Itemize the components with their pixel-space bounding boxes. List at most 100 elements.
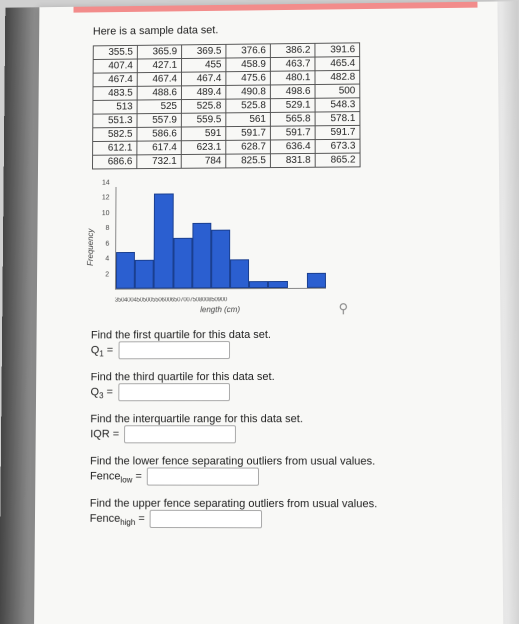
prompt-text: Here is a sample data set. xyxy=(93,21,480,37)
table-cell: 557.9 xyxy=(137,113,181,127)
question-label: Q1 = xyxy=(91,344,113,356)
table-cell: 365.9 xyxy=(137,45,181,59)
question-text: Find the upper fence separating outliers… xyxy=(90,498,484,511)
device-bezel-left xyxy=(0,7,39,624)
question-fence-low: Find the lower fence separating outliers… xyxy=(90,455,484,486)
table-cell: 582.5 xyxy=(93,127,137,141)
table-cell: 525.8 xyxy=(181,99,225,113)
histogram-bar xyxy=(135,259,154,288)
page: Here is a sample data set. 355.5365.9369… xyxy=(34,1,503,624)
x-axis-ticks: 350400450500550600650700750800850900 xyxy=(115,297,326,304)
table-cell: 636.4 xyxy=(270,140,315,154)
question-iqr: Find the interquartile range for this da… xyxy=(90,413,483,443)
table-cell: 628.7 xyxy=(226,140,271,154)
table-cell: 565.8 xyxy=(270,112,315,126)
question-fence-high: Find the upper fence separating outliers… xyxy=(90,498,484,529)
table-cell: 865.2 xyxy=(315,153,360,167)
y-tick: 14 xyxy=(102,180,110,187)
table-cell: 489.4 xyxy=(181,85,225,99)
table-cell: 407.4 xyxy=(93,59,137,73)
table-cell: 591.7 xyxy=(315,125,360,139)
y-tick: 10 xyxy=(102,210,110,217)
plot-area xyxy=(115,185,326,289)
question-q1: Find the first quartile for this data se… xyxy=(91,328,483,359)
table-cell: 548.3 xyxy=(315,98,360,112)
table-cell: 490.8 xyxy=(226,85,271,99)
table-cell: 551.3 xyxy=(93,114,137,128)
x-axis-label: length (cm) xyxy=(115,305,326,315)
answer-input-q3[interactable] xyxy=(118,383,230,401)
histogram-bar xyxy=(192,223,211,289)
table-cell: 480.1 xyxy=(270,71,315,85)
table-cell: 376.6 xyxy=(226,44,270,58)
search-icon[interactable]: ⚲ xyxy=(339,301,349,317)
table-cell: 386.2 xyxy=(270,43,315,57)
answer-input-q1[interactable] xyxy=(118,341,230,359)
table-cell: 500 xyxy=(315,84,360,98)
histogram-bar xyxy=(154,194,173,289)
y-tick: 6 xyxy=(105,240,109,247)
table-cell: 467.4 xyxy=(93,73,137,87)
table-cell: 458.9 xyxy=(226,58,270,72)
table-cell: 455 xyxy=(182,58,226,72)
table-cell: 673.3 xyxy=(315,139,360,153)
y-axis: 2 4 6 8 10 12 14 xyxy=(91,183,111,290)
answer-input-fence-high[interactable] xyxy=(150,510,262,528)
table-cell: 369.5 xyxy=(182,44,226,58)
table-cell: 529.1 xyxy=(270,98,315,112)
table-cell: 465.4 xyxy=(315,57,360,71)
content: Here is a sample data set. 355.5365.9369… xyxy=(35,1,503,539)
table-cell: 525 xyxy=(137,100,181,114)
question-text: Find the interquartile range for this da… xyxy=(90,413,483,425)
table-cell: 513 xyxy=(93,100,137,114)
table-cell: 559.5 xyxy=(181,113,225,127)
table-cell: 586.6 xyxy=(137,127,181,141)
table-cell: 488.6 xyxy=(137,86,181,100)
table-cell: 475.6 xyxy=(226,71,271,85)
table-cell: 483.5 xyxy=(93,86,137,100)
table-cell: 578.1 xyxy=(315,112,360,126)
question-label: Q3 = xyxy=(91,386,113,398)
histogram-bar xyxy=(116,252,135,289)
table-cell: 623.1 xyxy=(181,140,226,154)
histogram-bar xyxy=(307,273,326,288)
histogram-bar xyxy=(211,230,230,288)
table-cell: 498.6 xyxy=(270,85,315,99)
question-q3: Find the third quartile for this data se… xyxy=(90,371,482,402)
question-text: Find the lower fence separating outliers… xyxy=(90,455,483,467)
histogram-bar xyxy=(268,281,287,288)
table-cell: 591 xyxy=(181,127,226,141)
histogram-chart: Frequency 2468101214 3504004505005506006… xyxy=(91,181,330,311)
question-text: Find the first quartile for this data se… xyxy=(91,328,483,341)
histogram-bar xyxy=(173,237,192,288)
table-cell: 591.7 xyxy=(270,126,315,140)
y-tick: 8 xyxy=(105,225,109,232)
table-cell: 525.8 xyxy=(226,99,271,113)
table-cell: 825.5 xyxy=(226,154,271,168)
table-cell: 612.1 xyxy=(93,141,137,155)
question-label: IQR = xyxy=(90,428,119,440)
table-cell: 831.8 xyxy=(270,153,315,167)
y-tick: 2 xyxy=(105,271,109,278)
table-cell: 617.4 xyxy=(137,141,181,155)
answer-input-fence-low[interactable] xyxy=(147,467,259,485)
table-cell: 467.4 xyxy=(181,72,225,86)
table-cell: 686.6 xyxy=(92,155,136,169)
device-screen: Here is a sample data set. 355.5365.9369… xyxy=(0,1,519,624)
table-cell: 427.1 xyxy=(137,59,181,73)
table-cell: 355.5 xyxy=(93,45,137,59)
question-text: Find the third quartile for this data se… xyxy=(91,371,483,384)
y-tick: 4 xyxy=(105,256,109,263)
table-cell: 561 xyxy=(226,112,271,126)
histogram-bar xyxy=(230,259,249,288)
answer-input-iqr[interactable] xyxy=(124,425,236,443)
y-tick: 12 xyxy=(102,195,110,202)
table-cell: 784 xyxy=(181,154,226,168)
table-cell: 732.1 xyxy=(137,155,181,169)
table-cell: 463.7 xyxy=(270,57,315,71)
table-cell: 482.8 xyxy=(315,70,360,84)
table-cell: 591.7 xyxy=(226,126,271,140)
table-cell: 391.6 xyxy=(315,43,360,57)
data-table: 355.5365.9369.5376.6386.2391.6 407.4427.1… xyxy=(92,42,361,169)
table-row: 686.6732.1784825.5831.8865.2 xyxy=(92,153,360,169)
